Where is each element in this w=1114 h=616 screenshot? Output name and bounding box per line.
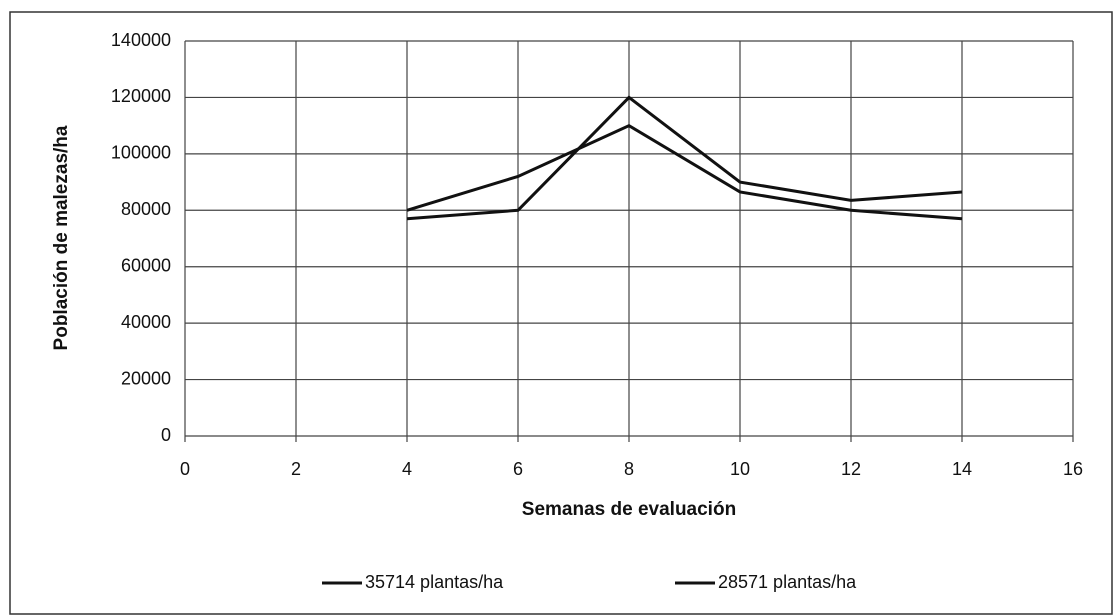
y-tick-label: 60000: [121, 255, 171, 275]
x-tick-label: 16: [1063, 459, 1083, 479]
y-tick-label: 120000: [111, 86, 171, 106]
y-tick-label: 80000: [121, 199, 171, 219]
series-line: [406, 123, 963, 221]
x-axis-label: Semanas de evaluación: [522, 499, 736, 520]
x-tick-label: 8: [624, 459, 634, 479]
y-tick-label: 0: [161, 425, 171, 445]
y-tick-label: 40000: [121, 312, 171, 332]
legend-label: 28571 plantas/ha: [718, 572, 857, 592]
y-tick-label: 100000: [111, 143, 171, 163]
x-tick-label: 0: [180, 459, 190, 479]
legend-label: 35714 plantas/ha: [365, 572, 504, 592]
x-tick-label: 6: [513, 459, 523, 479]
chart-frame: [9, 11, 1113, 615]
x-tick-label: 10: [730, 459, 750, 479]
y-axis-label: Población de malezas/ha: [51, 125, 72, 350]
y-tick-label: 140000: [111, 30, 171, 50]
x-tick-label: 4: [402, 459, 412, 479]
y-tick-label: 20000: [121, 368, 171, 388]
x-tick-label: 2: [291, 459, 301, 479]
x-tick-label: 14: [952, 459, 972, 479]
series-line: [406, 95, 963, 221]
x-tick-label: 12: [841, 459, 861, 479]
